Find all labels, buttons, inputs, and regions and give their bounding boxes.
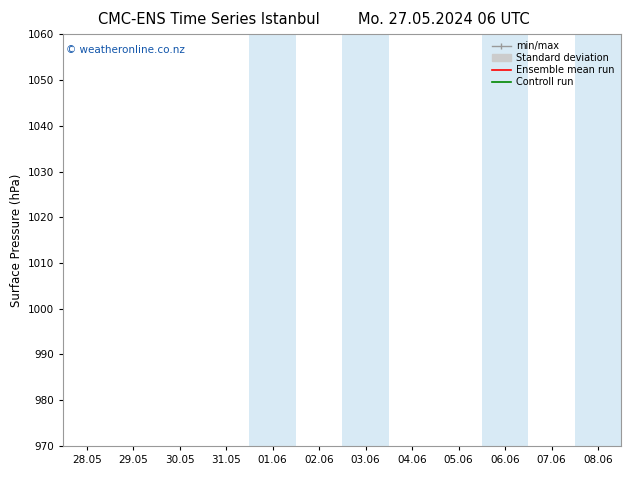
Bar: [482, 34, 528, 446]
Text: CMC-ENS Time Series Istanbul: CMC-ENS Time Series Istanbul: [98, 12, 320, 27]
Legend: min/max, Standard deviation, Ensemble mean run, Controll run: min/max, Standard deviation, Ensemble me…: [489, 39, 616, 89]
Bar: [249, 34, 296, 446]
Text: © weatheronline.co.nz: © weatheronline.co.nz: [66, 45, 185, 54]
Y-axis label: Surface Pressure (hPa): Surface Pressure (hPa): [10, 173, 23, 307]
Bar: [575, 34, 621, 446]
Text: Mo. 27.05.2024 06 UTC: Mo. 27.05.2024 06 UTC: [358, 12, 529, 27]
Bar: [342, 34, 389, 446]
